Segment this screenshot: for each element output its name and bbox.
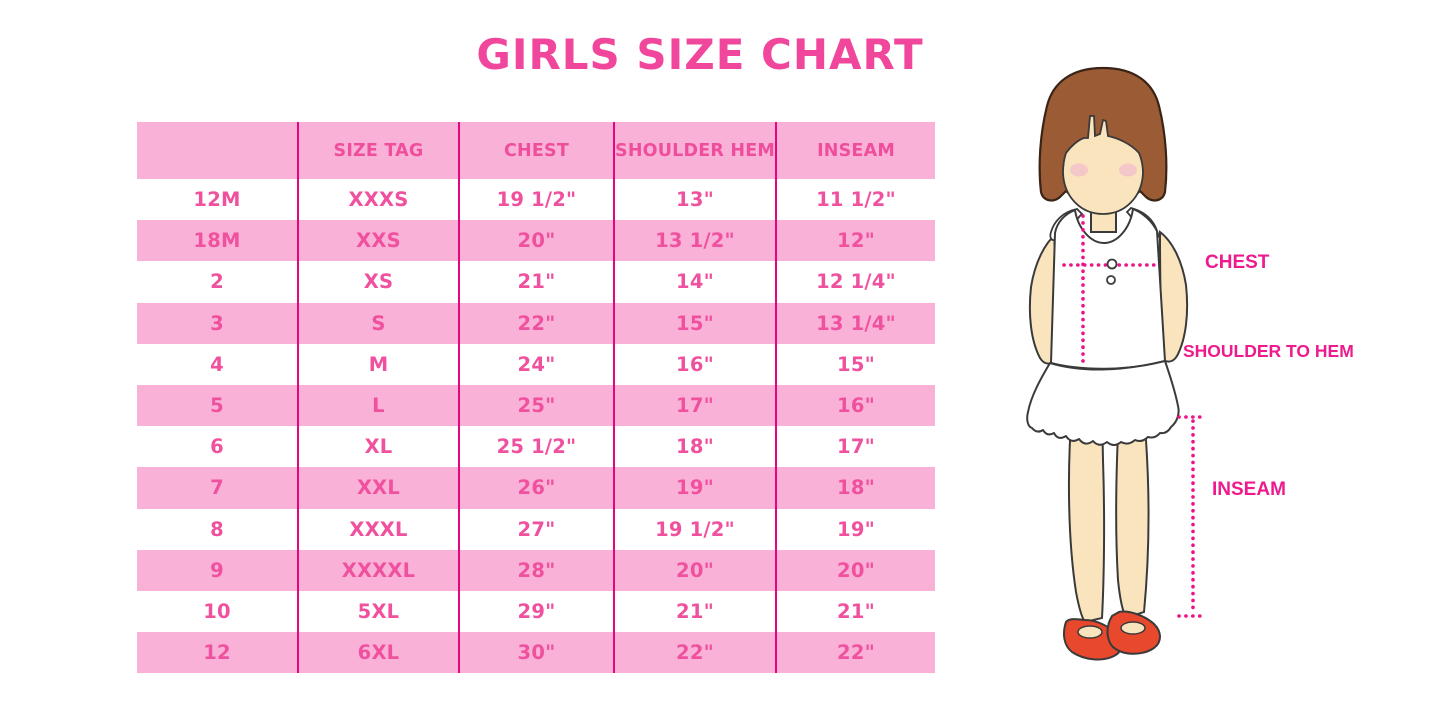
table-cell: XXL bbox=[297, 467, 458, 509]
table-cell: 18" bbox=[775, 467, 935, 509]
table-header-cell bbox=[137, 122, 297, 179]
shirt-button bbox=[1106, 258, 1118, 270]
blush-left bbox=[1070, 163, 1088, 177]
table-cell: 11 1/2" bbox=[775, 179, 935, 221]
table-cell: XXS bbox=[297, 220, 458, 262]
table-cell: 2 bbox=[137, 261, 297, 303]
table-header-cell: SIZE TAG bbox=[297, 122, 458, 179]
table-cell: 25" bbox=[458, 384, 613, 427]
leg-left bbox=[1067, 408, 1106, 624]
chest-label: CHEST bbox=[1205, 252, 1270, 273]
table-cell: 14" bbox=[613, 261, 775, 303]
table-cell: 6XL bbox=[297, 632, 458, 674]
table-cell: 27" bbox=[458, 508, 613, 550]
table-cell: 13" bbox=[613, 179, 775, 221]
table-cell: 22" bbox=[775, 632, 935, 674]
table-header-cell: INSEAM bbox=[775, 122, 935, 179]
table-cell: 21" bbox=[775, 590, 935, 633]
table-cell: 12 bbox=[137, 632, 297, 674]
table-cell: XS bbox=[297, 261, 458, 303]
table-cell: 21" bbox=[613, 590, 775, 633]
table-cell: XXXL bbox=[297, 508, 458, 550]
table-cell: M bbox=[297, 343, 458, 385]
table-cell: L bbox=[297, 384, 458, 427]
table-cell: 13 1/4" bbox=[775, 302, 935, 344]
table-cell: 12" bbox=[775, 220, 935, 262]
table-cell: XXXS bbox=[297, 179, 458, 221]
table-cell: 20" bbox=[458, 220, 613, 262]
table-cell: 30" bbox=[458, 632, 613, 674]
shirt-button bbox=[1106, 275, 1116, 285]
blush-right bbox=[1119, 163, 1137, 177]
table-cell: 29" bbox=[458, 590, 613, 633]
face bbox=[1062, 115, 1144, 215]
table-cell: 16" bbox=[613, 343, 775, 385]
table-cell: 5XL bbox=[297, 590, 458, 633]
table-cell: 17" bbox=[775, 426, 935, 468]
size-table: SIZE TAG CHEST SHOULDER HEM INSEAM 12M XX… bbox=[137, 122, 935, 674]
table-header-cell: SHOULDER HEM bbox=[613, 122, 775, 179]
girl-illustration bbox=[1026, 66, 1207, 661]
table-cell: 19 1/2" bbox=[458, 179, 613, 221]
table-cell: 15" bbox=[775, 343, 935, 385]
table-cell: 19" bbox=[613, 467, 775, 509]
table-cell: 22" bbox=[458, 302, 613, 344]
table-cell: 4 bbox=[137, 343, 297, 385]
table-cell: 20" bbox=[613, 549, 775, 591]
table-cell: XXXXL bbox=[297, 549, 458, 591]
table-cell: 18M bbox=[137, 220, 297, 262]
table-cell: 9 bbox=[137, 549, 297, 591]
table-cell: 18" bbox=[613, 426, 775, 468]
table-cell: 6 bbox=[137, 426, 297, 468]
shoulder-to-hem-label: SHOULDER TO HEM bbox=[1183, 341, 1354, 361]
table-cell: S bbox=[297, 302, 458, 344]
table-cell: 22" bbox=[613, 632, 775, 674]
table-cell: 15" bbox=[613, 302, 775, 344]
table-cell: 19" bbox=[775, 508, 935, 550]
table-cell: 3 bbox=[137, 302, 297, 344]
table-cell: 12M bbox=[137, 179, 297, 221]
table-cell: 8 bbox=[137, 508, 297, 550]
table-header-cell: CHEST bbox=[458, 122, 613, 179]
table-cell: 7 bbox=[137, 467, 297, 509]
table-cell: 13 1/2" bbox=[613, 220, 775, 262]
table-cell: 19 1/2" bbox=[613, 508, 775, 550]
table-cell: XL bbox=[297, 426, 458, 468]
skirt bbox=[1026, 360, 1180, 446]
table-cell: 21" bbox=[458, 261, 613, 303]
table-cell: 17" bbox=[613, 384, 775, 427]
table-cell: 28" bbox=[458, 549, 613, 591]
table-cell: 20" bbox=[775, 549, 935, 591]
table-cell: 16" bbox=[775, 384, 935, 427]
table-cell: 5 bbox=[137, 384, 297, 427]
page-title: GIRLS SIZE CHART bbox=[476, 30, 924, 79]
inseam-label: INSEAM bbox=[1212, 479, 1286, 500]
table-cell: 24" bbox=[458, 343, 613, 385]
table-cell: 10 bbox=[137, 590, 297, 633]
table-cell: 26" bbox=[458, 467, 613, 509]
table-cell: 12 1/4" bbox=[775, 261, 935, 303]
table-cell: 25 1/2" bbox=[458, 426, 613, 468]
shoe-left-opening bbox=[1077, 625, 1103, 639]
shoe-right-opening bbox=[1120, 621, 1146, 635]
